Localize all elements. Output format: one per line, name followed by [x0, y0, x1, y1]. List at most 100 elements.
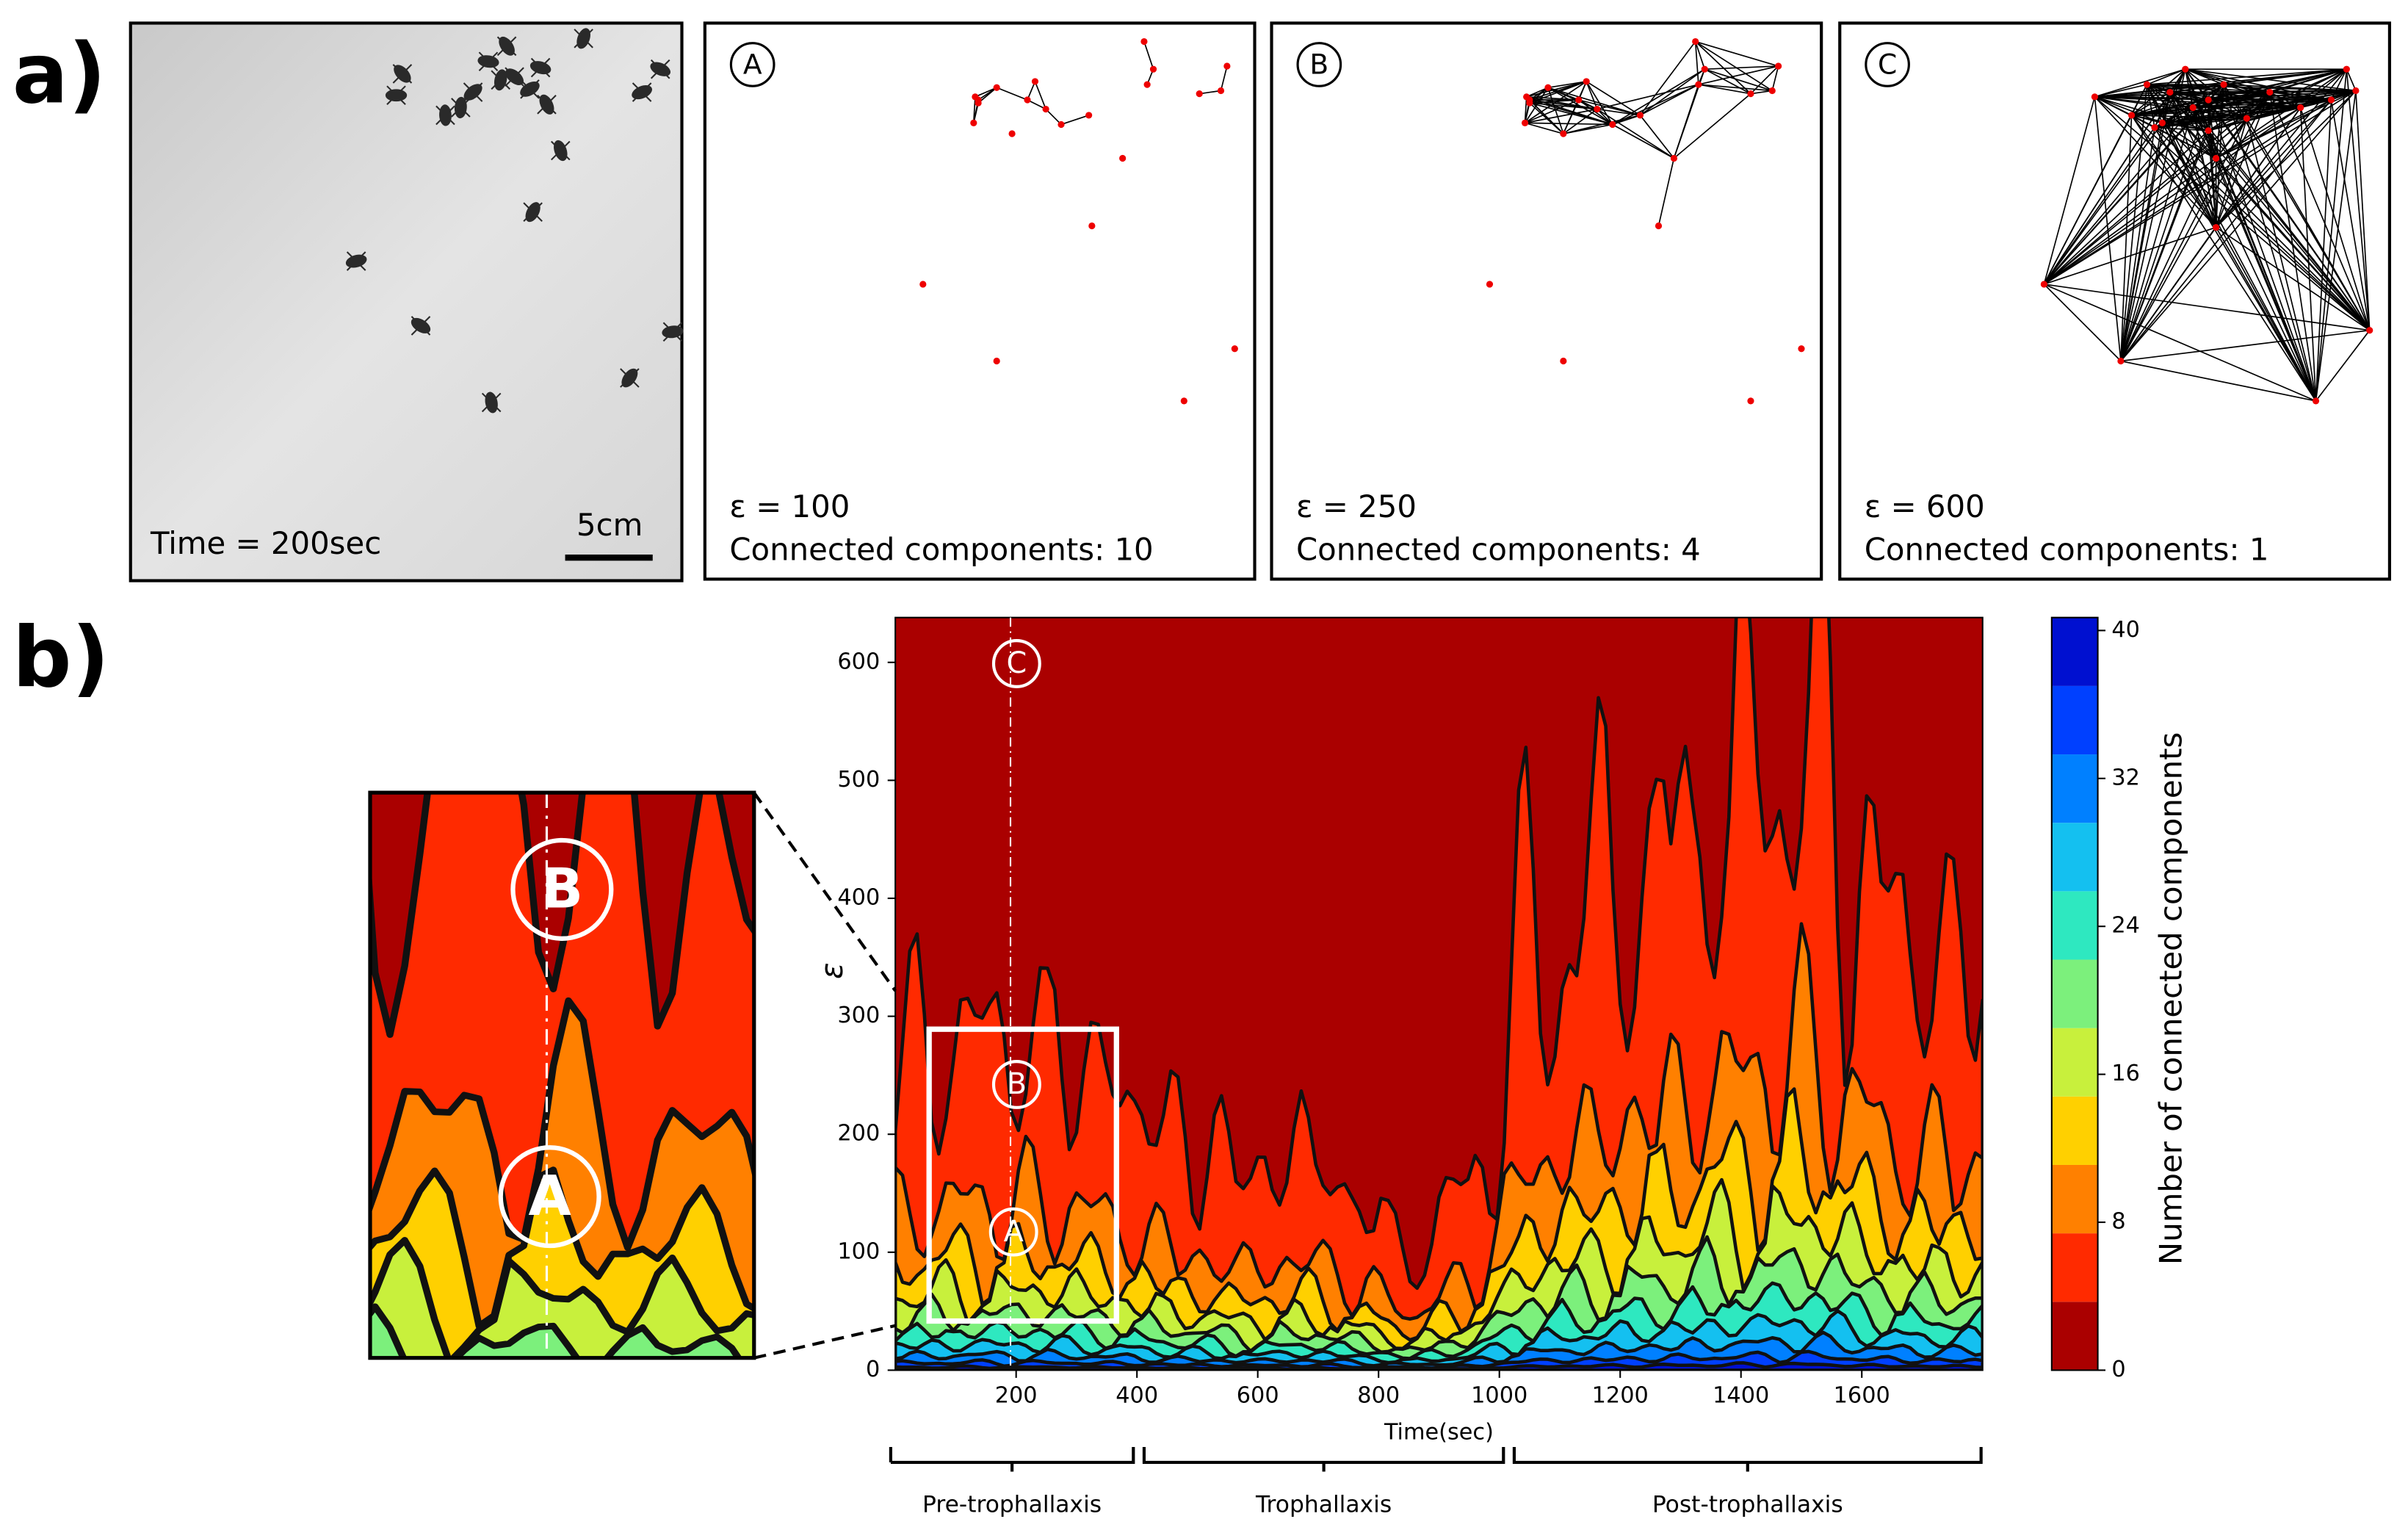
- node: [1088, 222, 1096, 230]
- ant-legs: [530, 57, 551, 78]
- edge: [2215, 68, 2347, 228]
- marker-circle: [510, 837, 614, 941]
- marker-letter: A: [743, 48, 762, 81]
- edge: [2355, 90, 2371, 331]
- colorbar-tick-label: 32: [2111, 765, 2140, 790]
- colorbar-band: [2051, 1028, 2098, 1097]
- ant-legs: [392, 64, 413, 84]
- marker-circle: [498, 1145, 601, 1249]
- edge: [1027, 99, 1046, 110]
- edge: [2315, 69, 2348, 401]
- node: [1775, 62, 1782, 70]
- colorbar-band: [2051, 685, 2098, 755]
- edge: [1695, 40, 1773, 92]
- edge: [975, 87, 997, 98]
- node: [919, 281, 927, 288]
- edge: [1526, 81, 1587, 98]
- edge: [1586, 81, 1641, 116]
- node: [1655, 222, 1663, 230]
- node: [2166, 88, 2174, 96]
- epsilon-label: ε = 250: [1296, 488, 1417, 524]
- node: [1583, 78, 1590, 85]
- y-tick-label: 600: [837, 649, 880, 674]
- edge: [2043, 90, 2357, 285]
- edge: [1704, 68, 1751, 95]
- node: [2143, 81, 2151, 88]
- edge: [2120, 360, 2316, 402]
- edge: [2215, 118, 2248, 228]
- node: [1575, 96, 1583, 104]
- phase-label: Pre-trophallaxis: [922, 1491, 1102, 1518]
- y-axis-label: ε: [814, 962, 850, 979]
- edge: [1525, 122, 1564, 134]
- edge: [1704, 68, 1773, 92]
- node: [1180, 397, 1187, 405]
- components-label: Connected components: 4: [1296, 531, 1701, 567]
- node: [2312, 397, 2320, 405]
- edge: [1597, 108, 1674, 159]
- edge: [2246, 118, 2317, 402]
- edge: [2094, 68, 2186, 98]
- ant-legs: [523, 202, 543, 222]
- node: [1119, 154, 1127, 162]
- edge: [1750, 65, 1779, 95]
- edge: [2120, 127, 2155, 361]
- y-tick-label: 200: [837, 1121, 880, 1147]
- y-tick-label: 100: [837, 1238, 880, 1264]
- network-panel: Aε = 100 Connected components: 10: [703, 21, 1257, 581]
- edge: [1060, 115, 1089, 126]
- ant-legs: [478, 51, 499, 72]
- edge: [1698, 84, 1773, 92]
- inset: [301, 793, 2408, 1358]
- edge: [1525, 122, 1613, 126]
- colorbar-band: [2051, 1302, 2098, 1371]
- colorbar-band: [2051, 891, 2098, 960]
- edge: [1640, 84, 1699, 116]
- node: [1560, 130, 1567, 137]
- edge: [973, 103, 979, 123]
- edge: [972, 96, 976, 123]
- node: [2040, 281, 2047, 288]
- edge: [1524, 96, 1527, 123]
- marker-letter: B: [1309, 48, 1328, 81]
- edge: [2044, 226, 2216, 285]
- node: [1747, 397, 1754, 405]
- ant-legs: [505, 67, 524, 87]
- network-panel: Cε = 600 Connected components: 1: [1838, 21, 2391, 581]
- contour-level: [895, 1361, 1983, 1371]
- edge: [2043, 99, 2332, 285]
- edge: [2043, 96, 2096, 285]
- ants: [345, 28, 684, 414]
- edge: [2130, 115, 2317, 402]
- ant-legs: [620, 368, 640, 388]
- edge: [1639, 41, 1696, 116]
- edge: [2120, 92, 2271, 361]
- edge: [2161, 122, 2317, 402]
- edge: [2120, 69, 2186, 361]
- edge: [2208, 99, 2317, 402]
- edge: [1695, 40, 1751, 95]
- node: [2127, 112, 2136, 119]
- edge: [2154, 68, 2186, 129]
- edge: [1525, 108, 1598, 124]
- edge: [1771, 65, 1779, 91]
- node: [1747, 90, 1754, 98]
- colorbar: 0 8 16 24 32 40: [2050, 616, 2140, 1382]
- y-tick-label: 300: [837, 1003, 880, 1028]
- edge: [1750, 90, 1773, 95]
- zoom-box: [926, 1026, 1119, 1324]
- node: [1544, 84, 1552, 91]
- edge: [2215, 227, 2317, 402]
- ant-legs: [463, 82, 483, 102]
- x-tick-label: 1000: [1471, 1382, 1527, 1408]
- node: [2117, 357, 2125, 365]
- edge: [2043, 107, 2194, 285]
- panel-label: a): [12, 26, 106, 123]
- x-tick-label: 200: [995, 1382, 1038, 1408]
- phase-label: Trophallaxis: [1255, 1491, 1392, 1518]
- node: [2212, 223, 2220, 231]
- ant-legs: [662, 322, 683, 342]
- edge: [2215, 158, 2317, 402]
- edge: [2120, 227, 2217, 362]
- edge: [2216, 107, 2302, 159]
